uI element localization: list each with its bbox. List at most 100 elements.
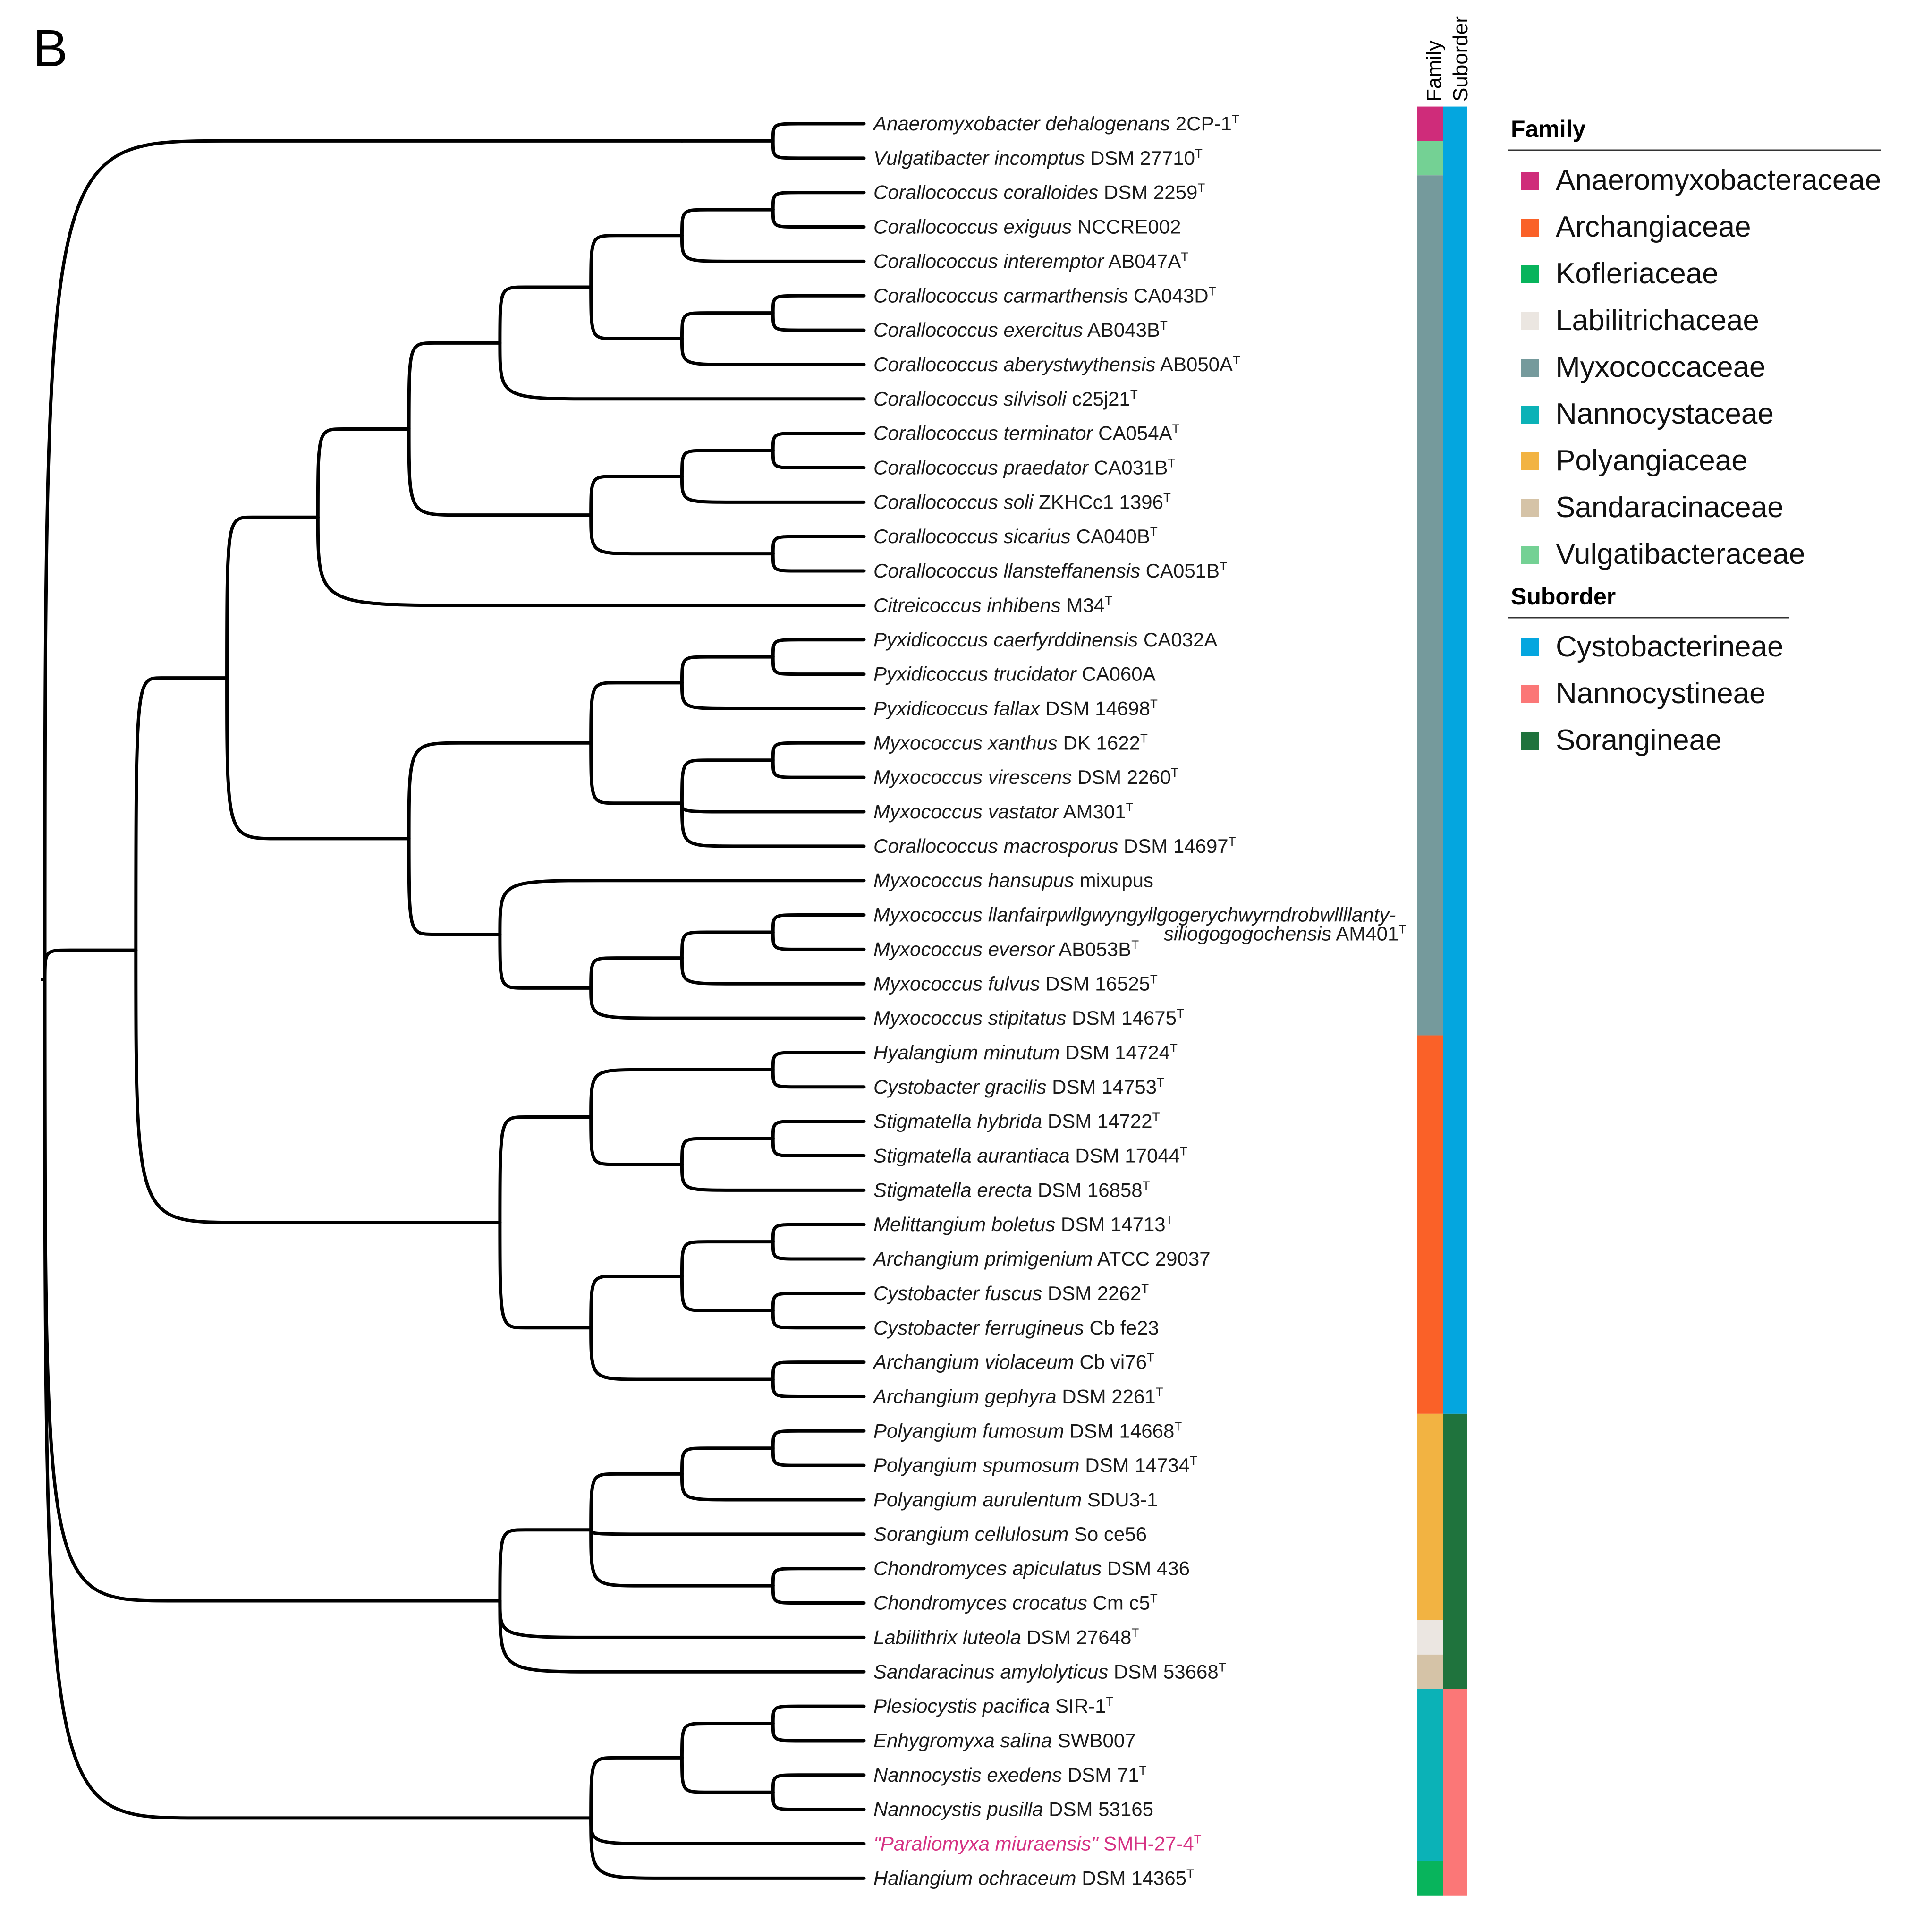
tree-branch: [680, 1472, 866, 1502]
legend-label: Polyangiaceae: [1556, 444, 1748, 477]
tree-branch: [771, 1790, 866, 1811]
tree-branch: [589, 1472, 684, 1532]
tree-branch: [225, 515, 320, 680]
tree-branch: [680, 681, 866, 710]
tip-label: Myxococcus stipitatus DSM 14675T: [873, 1006, 1184, 1029]
tree-branches: [41, 122, 866, 1880]
tip-label: Sorangium cellulosum So ce56: [873, 1523, 1147, 1545]
tree-branch: [680, 655, 775, 685]
tree-branch: [680, 1756, 775, 1794]
tree-branch: [680, 311, 775, 340]
tip-label: Sandaracinus amylolyticus DSM 53668T: [873, 1660, 1226, 1683]
tip-label: Nannocystis exedens DSM 71T: [873, 1763, 1147, 1786]
tree-branch: [771, 638, 866, 659]
tree-branch: [771, 1120, 866, 1140]
tree-branch: [771, 1773, 866, 1794]
legend-swatch: [1521, 452, 1539, 470]
tree-branch: [680, 758, 775, 805]
tree-branch: [771, 122, 866, 143]
tip-label: Stigmatella hybrida DSM 14722T: [873, 1110, 1160, 1132]
tip-label: Vulgatibacter incomptus DSM 27710T: [873, 146, 1203, 169]
suborder-strip-segment: [1443, 106, 1467, 1414]
tree-branch: [771, 1223, 866, 1244]
family-strip-segment: [1417, 1861, 1443, 1896]
legend-swatch: [1521, 499, 1539, 517]
tip-label: Chondromyces crocatus Cm c5T: [873, 1591, 1158, 1614]
family-strip-segment: [1417, 1689, 1443, 1861]
tree-branch: [225, 676, 411, 841]
tree-branch: [771, 311, 866, 332]
legend-suborder-title: Suborder: [1511, 583, 1616, 610]
tree-branch: [771, 1292, 866, 1312]
tip-label: Labilithrix luteola DSM 27648T: [873, 1625, 1139, 1648]
tree-branch: [134, 948, 502, 1224]
tip-label: Myxococcus vastator AM301T: [873, 800, 1134, 823]
tree-branch: [771, 1240, 866, 1261]
tree-branch: [43, 139, 684, 981]
tree-branch: [589, 986, 866, 1020]
tip-label: Polyangium aurulentum SDU3-1: [873, 1488, 1158, 1511]
tip-label: Haliangium ochraceum DSM 14365T: [873, 1866, 1194, 1889]
legend-label: Myxococcaceae: [1556, 351, 1766, 383]
tip-label: Corallococcus interemptor AB047AT: [873, 249, 1188, 272]
legend-label: Anaeromyxobacteraceae: [1556, 164, 1881, 196]
tip-label: Myxococcus llanfairpwllgwyngyllgogerychw…: [873, 904, 1396, 926]
tree-branch: [498, 1528, 593, 1603]
tree-branch: [680, 1240, 775, 1278]
tip-label: Cystobacter gracilis DSM 14753T: [873, 1075, 1164, 1098]
tree-branch: [771, 1377, 866, 1398]
tree-branch: [589, 513, 775, 556]
tip-label: Corallococcus silvisoli c25j21T: [873, 387, 1138, 410]
legend-suborder-list: Cystobacterineae Nannocystineae Soranginea…: [1521, 630, 1784, 757]
tip-label: Chondromyces apiculatus DSM 436: [873, 1557, 1190, 1580]
tip-labels: Anaeromyxobacter dehalogenans 2CP-1T Vulg…: [872, 112, 1406, 1889]
tip-label: Cystobacter fuscus DSM 2262T: [873, 1282, 1149, 1304]
tree-branch: [771, 1137, 866, 1157]
tree-branch: [43, 948, 138, 981]
tree-branch: [498, 1599, 866, 1674]
tip-label: Corallococcus llansteffanensis CA051BT: [873, 559, 1227, 582]
panel-label: B: [33, 19, 68, 77]
tree-branch: [771, 655, 866, 676]
legend-label: Kofleriaceae: [1556, 257, 1719, 290]
tree-branch: [589, 285, 684, 340]
legend-swatch: [1521, 359, 1539, 377]
tree-branch: [680, 208, 775, 238]
tree-branch: [680, 1163, 866, 1192]
family-strip-header: Family: [1423, 40, 1446, 102]
tree-branch: [680, 956, 866, 986]
tip-label: Corallococcus sicarius CA040BT: [873, 525, 1158, 547]
tip-label: Pyxidicoccus fallax DSM 14698T: [873, 697, 1158, 719]
tip-label: Corallococcus exiguus NCCRE002: [873, 216, 1181, 238]
tip-label: Myxococcus virescens DSM 2260T: [873, 765, 1178, 788]
tip-label: Corallococcus exercitus AB043BT: [873, 318, 1168, 341]
tree-branch: [771, 1567, 866, 1588]
tip-label: Corallococcus aberystwythensis AB050AT: [873, 353, 1240, 375]
tree-branch: [316, 427, 411, 519]
tree-branch: [498, 341, 866, 401]
family-strip-segment: [1417, 106, 1443, 141]
family-strip-segment: [1417, 1413, 1443, 1620]
tip-label: Corallococcus carmarthensis CA043DT: [873, 284, 1216, 306]
tree-branch: [316, 515, 866, 607]
legend-label: Vulgatibacteraceae: [1556, 538, 1805, 570]
tree-branch: [680, 1446, 775, 1476]
tree-branch: [589, 475, 684, 517]
tree-branch: [771, 449, 866, 469]
family-strip-segment: [1417, 1654, 1443, 1689]
suborder-strip-segment: [1443, 1689, 1467, 1896]
tree-branch: [589, 1115, 684, 1166]
family-strip-segment: [1417, 175, 1443, 1036]
tree-branch: [589, 741, 684, 805]
legend-swatch: [1521, 172, 1539, 190]
tip-label: Myxococcus fulvus DSM 16525T: [873, 972, 1158, 995]
tip-label: Myxococcus eversor AB053BT: [873, 937, 1139, 960]
legend-swatch: [1521, 638, 1539, 656]
tree-branch: [771, 741, 866, 762]
tree-branch: [589, 1068, 775, 1119]
tree-branch: [771, 758, 866, 779]
tree-branch: [589, 1528, 866, 1536]
tip-label: Enhygromyxa salina SWB007: [873, 1729, 1136, 1751]
tip-label: Pyxidicoccus trucidator CA060A: [873, 663, 1156, 685]
